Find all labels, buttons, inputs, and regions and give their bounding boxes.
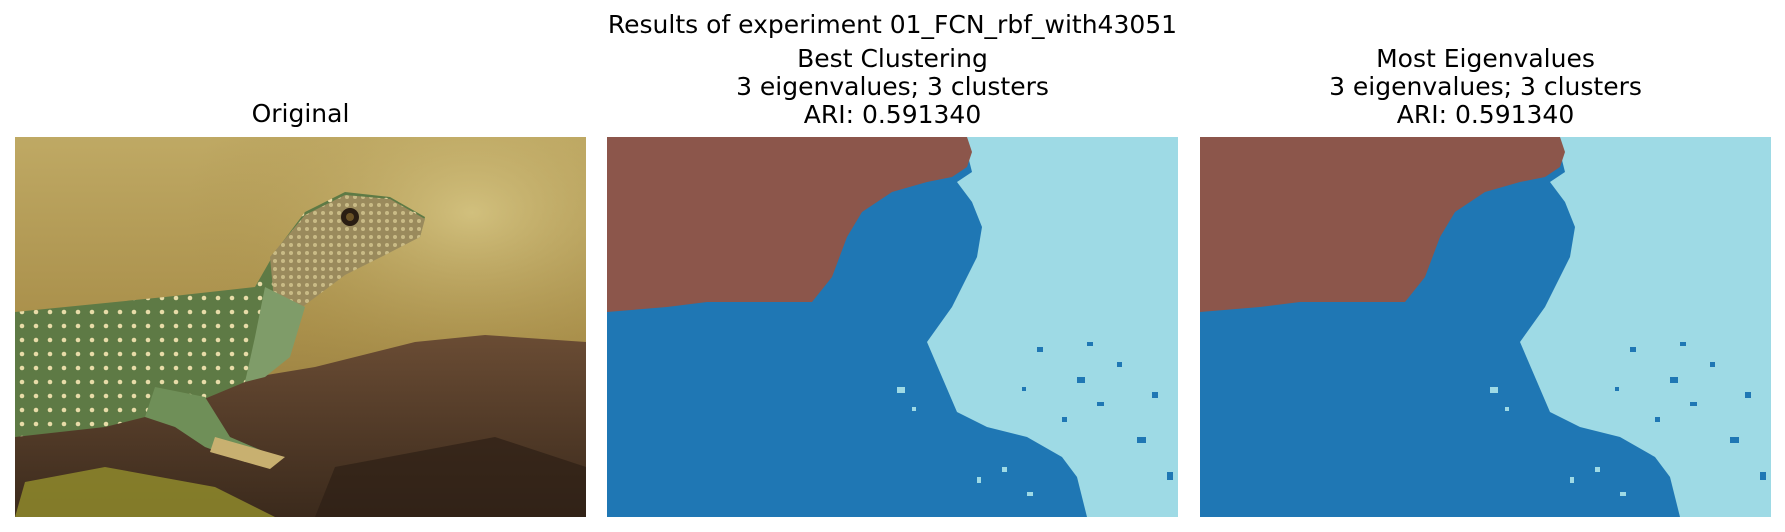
figure-suptitle: Results of experiment 01_FCN_rbf_with430… [607, 10, 1178, 39]
original-image [15, 137, 586, 517]
lizard-photo [15, 137, 586, 517]
best-clustering-image [607, 137, 1178, 517]
cluster-speckles-dark [1615, 342, 1766, 480]
cluster-map-most [1200, 137, 1771, 517]
panel-best-title-line3: ARI: 0.591340 [803, 100, 982, 129]
panel-original-title: Original [15, 100, 586, 128]
cluster-map-best [607, 137, 1178, 517]
cluster-speckles-light [897, 337, 1135, 513]
panel-most-title-line2: 3 eigenvalues; 3 clusters [1329, 72, 1642, 101]
panel-best-clustering-title: Best Clustering 3 eigenvalues; 3 cluster… [607, 45, 1178, 129]
panel-most-eigenvalues-title: Most Eigenvalues 3 eigenvalues; 3 cluste… [1200, 45, 1771, 129]
most-eigenvalues-image [1200, 137, 1771, 517]
panel-original-title-line1: Original [251, 99, 350, 128]
cluster-region-brown [1200, 137, 1565, 312]
cluster-speckles-dark [1022, 342, 1173, 480]
cluster-region-brown [607, 137, 972, 312]
cluster-region-lightblue [1520, 137, 1771, 517]
panel-most-title-line3: ARI: 0.591340 [1396, 100, 1575, 129]
cluster-speckles-light [1490, 337, 1728, 513]
panel-best-title-line2: 3 eigenvalues; 3 clusters [736, 72, 1049, 101]
panel-most-title-line1: Most Eigenvalues [1376, 44, 1595, 73]
panel-best-title-line1: Best Clustering [797, 44, 988, 73]
cluster-region-lightblue [927, 137, 1178, 517]
